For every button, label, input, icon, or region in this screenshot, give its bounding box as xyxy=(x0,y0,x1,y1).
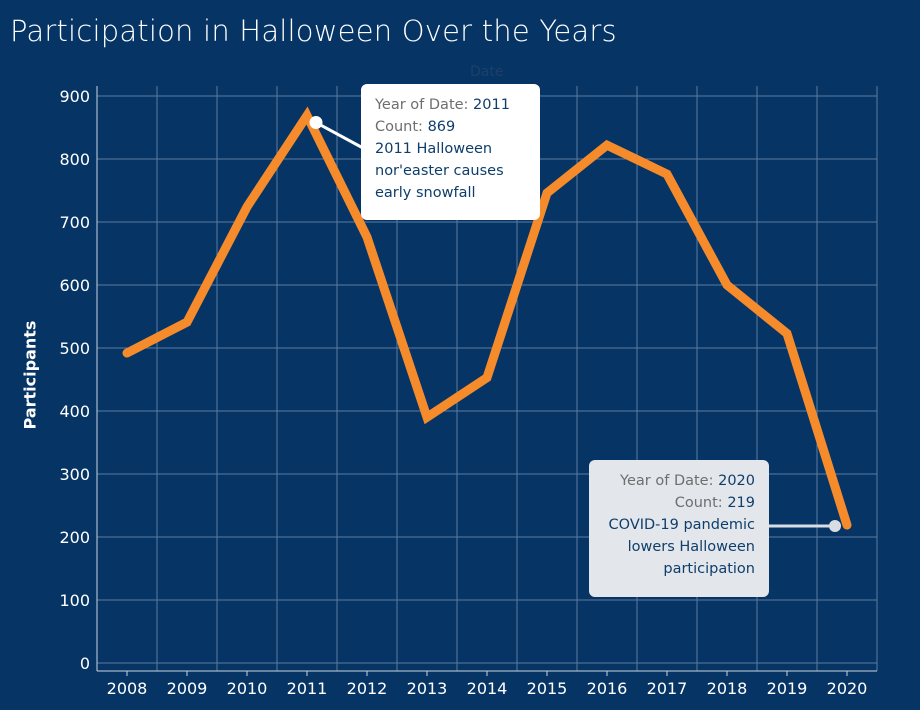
x-tick-label: 2015 xyxy=(527,679,568,698)
annotation-count-value: 869 xyxy=(427,119,456,135)
annotation-2020-marker xyxy=(829,520,841,533)
annotation-text-line: participation xyxy=(663,561,755,577)
annotation-2020-tooltip: Year of Date: 2020 Count: 219 COVID-19 p… xyxy=(589,460,769,597)
chart-title: Participation in Halloween Over the Year… xyxy=(10,14,617,48)
x-tick-label: 2009 xyxy=(167,679,208,698)
annotation-text-line: COVID-19 pandemic xyxy=(608,517,755,533)
x-tick-label: 2011 xyxy=(287,679,328,698)
annotation-year-value: 2020 xyxy=(718,473,755,489)
y-tick-label: 800 xyxy=(59,150,90,169)
y-tick-label: 900 xyxy=(59,87,90,106)
x-tick-label: 2017 xyxy=(647,679,688,698)
x-tick-label: 2014 xyxy=(467,679,508,698)
x-tick-label: 2010 xyxy=(227,679,268,698)
annotation-count-label: Count: xyxy=(674,495,723,511)
annotation-year-label: Year of Date: xyxy=(375,97,469,113)
annotation-text-line: 2011 Halloween xyxy=(375,141,493,157)
x-axis-title: Date xyxy=(470,64,504,80)
y-tick-label: 300 xyxy=(59,465,90,484)
annotation-2011-leader xyxy=(315,121,364,150)
y-tick-label: 200 xyxy=(59,528,90,547)
annotation-count-label: Count: xyxy=(375,119,423,135)
annotation-count-value: 219 xyxy=(727,495,755,511)
annotation-text-line: early snowfall xyxy=(375,185,476,201)
x-tick-label: 2018 xyxy=(707,679,748,698)
y-tick-label: 400 xyxy=(59,402,90,421)
x-tick-label: 2013 xyxy=(407,679,448,698)
annotation-text-line: nor'easter causes xyxy=(375,163,504,179)
y-tick-label: 0 xyxy=(80,654,90,673)
x-tick-label: 2020 xyxy=(827,679,868,698)
annotation-2011-marker xyxy=(309,116,323,130)
annotation-2011-tooltip: Year of Date: 2011 Count: 869 2011 Hallo… xyxy=(361,84,540,220)
y-tick-label: 100 xyxy=(59,591,90,610)
y-tick-label: 500 xyxy=(59,339,90,358)
annotation-text-line: lowers Halloween xyxy=(627,539,755,555)
x-tick-label: 2016 xyxy=(587,679,628,698)
y-tick-label: 600 xyxy=(59,276,90,295)
x-tick-label: 2019 xyxy=(767,679,808,698)
annotation-year-label: Year of Date: xyxy=(620,473,714,489)
x-tick-label: 2012 xyxy=(347,679,388,698)
y-tick-label: 700 xyxy=(59,213,90,232)
x-tick-label: 2008 xyxy=(107,679,148,698)
annotation-year-value: 2011 xyxy=(473,97,510,113)
